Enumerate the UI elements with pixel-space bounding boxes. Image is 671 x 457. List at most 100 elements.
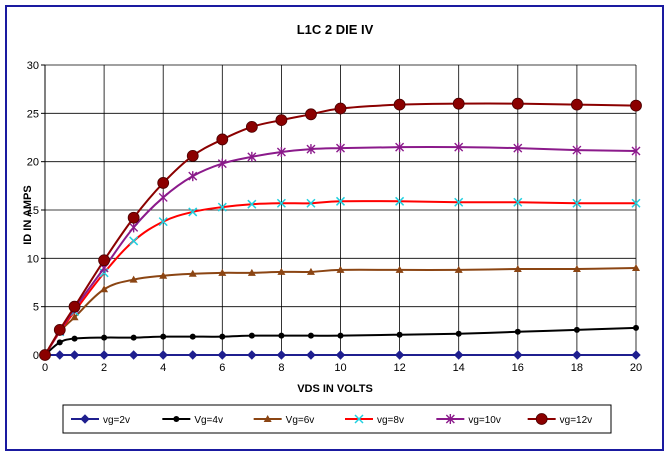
x-tick-label: 20 <box>630 362 642 374</box>
data-point <box>157 177 170 189</box>
data-point <box>189 333 196 340</box>
legend-label: Vg=4v <box>194 415 223 426</box>
data-point <box>393 98 406 111</box>
data-point <box>245 120 258 133</box>
data-point <box>631 146 641 157</box>
data-point <box>127 211 140 224</box>
data-point <box>514 328 521 335</box>
data-point <box>455 330 462 337</box>
data-point <box>276 350 287 360</box>
x-tick-label: 12 <box>393 362 405 374</box>
data-point <box>158 217 168 227</box>
data-point <box>337 332 344 339</box>
data-point <box>395 142 405 153</box>
data-point <box>513 197 523 207</box>
data-point <box>573 326 580 333</box>
data-point <box>454 197 464 207</box>
data-point <box>513 350 523 360</box>
legend-label: vg=2v <box>103 415 130 426</box>
data-point <box>276 198 286 208</box>
data-point <box>454 265 463 273</box>
data-point <box>68 300 81 313</box>
data-point <box>188 171 198 182</box>
series-group <box>39 97 642 361</box>
series-Vg=6v <box>41 264 640 358</box>
data-point <box>633 324 639 331</box>
data-point <box>511 97 524 110</box>
legend: vg=2v Vg=4v Vg=6v vg=8v vg=10v vg=12v <box>62 404 612 434</box>
legend-item: vg=2v <box>71 414 130 426</box>
grid <box>45 64 637 355</box>
data-point <box>630 99 642 112</box>
legend-item: vg=12v <box>527 413 592 426</box>
data-point <box>513 264 522 272</box>
chart-frame: L1C 2 DIE IV ID IN AMPS VDS IN VOLTS 0 5 1… <box>5 5 664 451</box>
legend-marker <box>354 414 364 424</box>
data-point <box>217 350 228 360</box>
data-point <box>100 285 109 293</box>
data-point <box>631 198 641 208</box>
data-point <box>572 198 582 208</box>
legend-item: vg=8v <box>345 414 404 426</box>
data-point <box>247 151 257 162</box>
data-point <box>128 350 139 360</box>
data-point <box>129 275 138 283</box>
data-point <box>130 334 137 341</box>
data-point <box>188 207 198 217</box>
legend-marker <box>173 416 180 422</box>
x-tick-label: 16 <box>512 362 524 374</box>
data-point <box>129 236 139 246</box>
data-point <box>452 97 465 110</box>
data-point <box>98 254 110 267</box>
data-point <box>572 145 582 156</box>
data-point <box>39 349 51 361</box>
data-point <box>453 350 464 360</box>
data-point <box>513 143 523 154</box>
data-point <box>306 350 316 360</box>
data-point <box>306 144 316 155</box>
data-point <box>454 142 464 153</box>
data-point <box>69 350 80 360</box>
data-point <box>216 133 229 146</box>
data-point <box>572 350 582 360</box>
data-point <box>395 265 404 273</box>
data-point <box>159 271 168 279</box>
x-tick-label: 10 <box>334 362 346 374</box>
legend-marker <box>80 414 90 424</box>
data-point <box>572 264 581 272</box>
legend-marker <box>535 413 548 425</box>
data-point <box>248 332 255 339</box>
legend-marker <box>445 414 455 424</box>
series-vg=12v <box>39 97 642 361</box>
x-tick-label: 8 <box>278 362 284 374</box>
data-point <box>396 331 403 338</box>
data-point <box>307 332 314 339</box>
x-axis-title: VDS IN VOLTS <box>297 383 373 395</box>
x-tick-label: 6 <box>219 362 225 374</box>
axes: 0 5 10 15 20 25 30 0 2 4 6 8 10 12 14 16 18 20 <box>27 60 642 374</box>
data-point <box>99 350 109 360</box>
data-point <box>336 265 345 273</box>
legend-item: vg=10v <box>436 414 501 426</box>
data-point <box>186 149 199 162</box>
y-tick-label: 30 <box>27 60 39 72</box>
data-point <box>101 334 108 341</box>
x-tick-label: 4 <box>160 362 166 374</box>
chart-svg: L1C 2 DIE IV ID IN AMPS VDS IN VOLTS 0 5 1… <box>22 22 642 434</box>
data-point <box>218 268 227 276</box>
y-tick-label: 5 <box>33 302 39 314</box>
data-point <box>158 350 168 360</box>
legend-item: Vg=4v <box>162 415 223 426</box>
legend-item: Vg=6v <box>253 415 314 426</box>
series-vg=2v <box>40 350 641 360</box>
x-tick-label: 14 <box>453 362 465 374</box>
data-point <box>247 268 256 276</box>
series-Vg=4v <box>42 324 639 358</box>
data-point <box>71 335 78 342</box>
data-point <box>278 332 285 339</box>
legend-marker <box>263 415 272 422</box>
data-point <box>53 323 66 336</box>
data-point <box>335 350 346 360</box>
data-point <box>188 350 198 360</box>
data-point <box>394 350 405 360</box>
